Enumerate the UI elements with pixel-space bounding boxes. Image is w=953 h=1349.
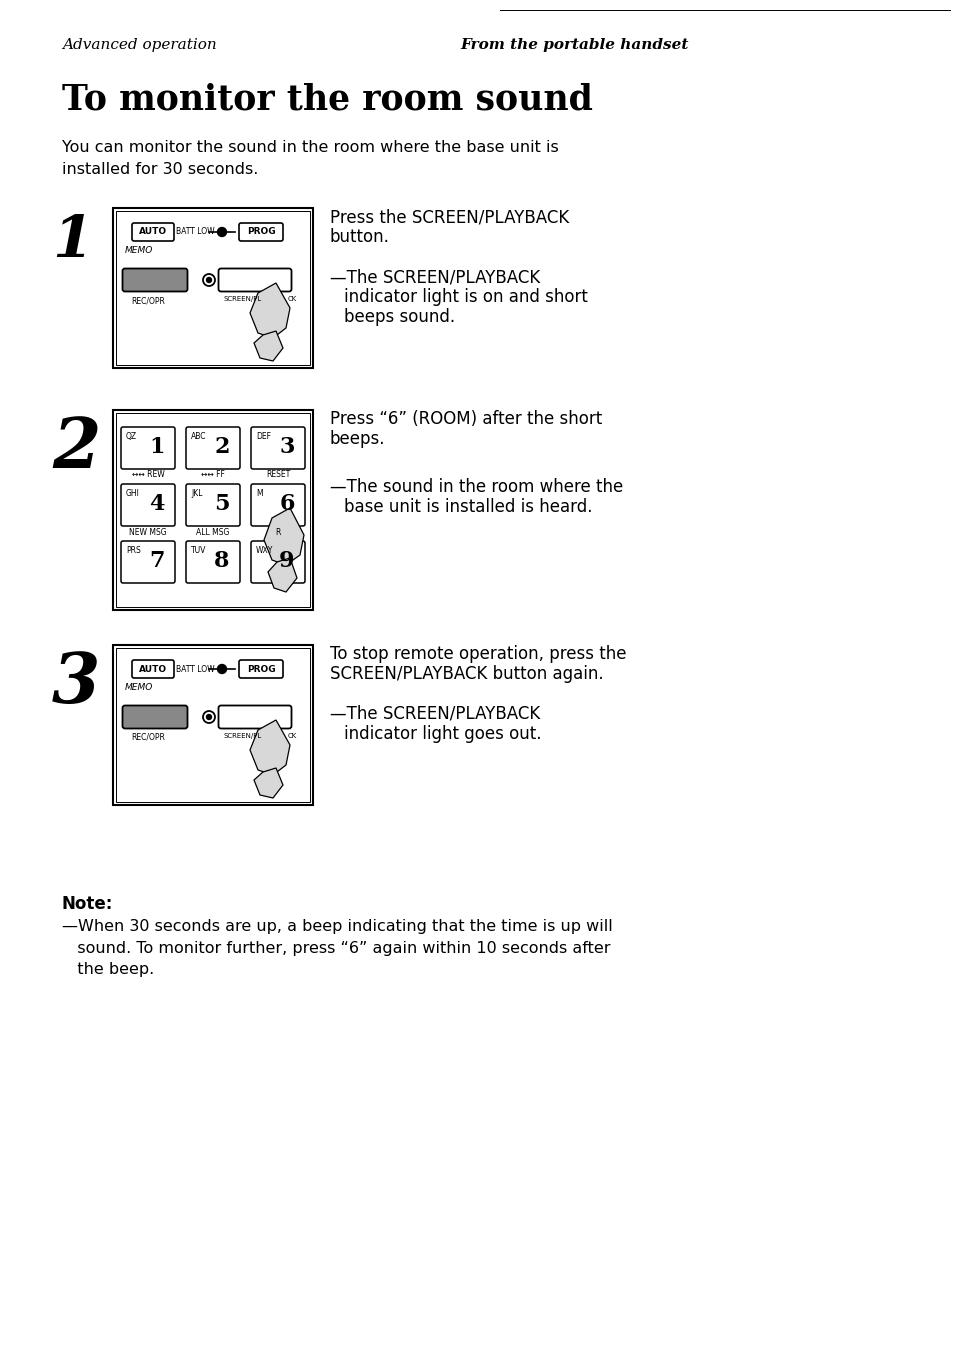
- Text: MEMO: MEMO: [125, 246, 153, 255]
- Circle shape: [217, 228, 226, 236]
- Circle shape: [217, 665, 226, 673]
- Text: SCREEN/PL: SCREEN/PL: [224, 733, 262, 739]
- Text: 4: 4: [150, 492, 165, 515]
- Text: ALL MSG: ALL MSG: [196, 527, 230, 537]
- Text: base unit is installed is heard.: base unit is installed is heard.: [344, 498, 592, 517]
- FancyBboxPatch shape: [116, 648, 310, 803]
- Text: beeps.: beeps.: [330, 430, 385, 448]
- Text: ↔↔ FF: ↔↔ FF: [201, 469, 225, 479]
- Text: To stop remote operation, press the: To stop remote operation, press the: [330, 645, 626, 662]
- Text: REC/OPR: REC/OPR: [131, 295, 165, 305]
- Text: PRS: PRS: [126, 546, 141, 554]
- Text: MEMO: MEMO: [125, 683, 153, 692]
- Text: —The SCREEN/PLAYBACK: —The SCREEN/PLAYBACK: [330, 268, 539, 286]
- FancyBboxPatch shape: [132, 660, 173, 679]
- Text: 5: 5: [214, 492, 230, 515]
- Text: AUTO: AUTO: [139, 665, 167, 673]
- Text: ↔↔ REW: ↔↔ REW: [132, 469, 164, 479]
- Text: Press the SCREEN/PLAYBACK: Press the SCREEN/PLAYBACK: [330, 208, 569, 227]
- FancyBboxPatch shape: [121, 541, 174, 583]
- FancyBboxPatch shape: [112, 208, 313, 368]
- Text: —The SCREEN/PLAYBACK: —The SCREEN/PLAYBACK: [330, 706, 539, 723]
- FancyBboxPatch shape: [251, 428, 305, 469]
- FancyBboxPatch shape: [186, 428, 240, 469]
- Text: DEF: DEF: [255, 432, 271, 441]
- Text: SCREEN/PL: SCREEN/PL: [224, 295, 262, 302]
- Circle shape: [206, 715, 212, 719]
- Text: 6: 6: [279, 492, 294, 515]
- FancyBboxPatch shape: [121, 428, 174, 469]
- Text: CK: CK: [288, 295, 297, 302]
- Text: R: R: [275, 527, 280, 537]
- Circle shape: [206, 278, 212, 282]
- Text: button.: button.: [330, 228, 390, 246]
- Text: 2: 2: [52, 415, 100, 483]
- Text: Advanced operation: Advanced operation: [62, 38, 216, 53]
- Text: Note:: Note:: [62, 894, 113, 913]
- Text: RESET: RESET: [266, 469, 290, 479]
- Text: GHI: GHI: [126, 488, 140, 498]
- Text: 3: 3: [279, 436, 294, 459]
- FancyBboxPatch shape: [112, 410, 313, 610]
- Text: indicator light goes out.: indicator light goes out.: [344, 724, 541, 743]
- Text: TUV: TUV: [191, 546, 206, 554]
- Polygon shape: [268, 558, 296, 592]
- Text: SCREEN/PLAYBACK button again.: SCREEN/PLAYBACK button again.: [330, 665, 603, 683]
- Text: —The sound in the room where the: —The sound in the room where the: [330, 478, 622, 496]
- Polygon shape: [250, 720, 290, 774]
- FancyBboxPatch shape: [251, 541, 305, 583]
- FancyBboxPatch shape: [218, 706, 292, 728]
- FancyBboxPatch shape: [121, 484, 174, 526]
- Text: 2: 2: [214, 436, 230, 459]
- Text: BATT LOW: BATT LOW: [175, 665, 214, 673]
- Text: beeps sound.: beeps sound.: [344, 308, 455, 326]
- Polygon shape: [264, 509, 304, 565]
- Text: —When 30 seconds are up, a beep indicating that the time is up will
   sound. To: —When 30 seconds are up, a beep indicati…: [62, 919, 612, 977]
- Text: PROG: PROG: [247, 228, 275, 236]
- Text: NEW MSG: NEW MSG: [129, 527, 167, 537]
- Text: 1: 1: [149, 436, 165, 459]
- FancyBboxPatch shape: [186, 484, 240, 526]
- Text: ABC: ABC: [191, 432, 206, 441]
- FancyBboxPatch shape: [132, 223, 173, 241]
- Text: REC/OPR: REC/OPR: [131, 733, 165, 742]
- FancyBboxPatch shape: [186, 541, 240, 583]
- FancyBboxPatch shape: [251, 484, 305, 526]
- FancyBboxPatch shape: [122, 268, 188, 291]
- Text: From the portable handset: From the portable handset: [459, 38, 688, 53]
- Text: BATT LOW: BATT LOW: [175, 228, 214, 236]
- Text: QZ: QZ: [126, 432, 137, 441]
- Polygon shape: [253, 768, 283, 799]
- Text: 1: 1: [52, 213, 92, 270]
- Text: You can monitor the sound in the room where the base unit is
installed for 30 se: You can monitor the sound in the room wh…: [62, 140, 558, 177]
- FancyBboxPatch shape: [122, 706, 188, 728]
- Text: WXY: WXY: [255, 546, 274, 554]
- Text: Press “6” (ROOM) after the short: Press “6” (ROOM) after the short: [330, 410, 601, 428]
- Polygon shape: [253, 331, 283, 362]
- FancyBboxPatch shape: [116, 210, 310, 366]
- Text: CK: CK: [288, 733, 297, 739]
- Text: M: M: [255, 488, 262, 498]
- Text: 8: 8: [214, 550, 230, 572]
- Text: JKL: JKL: [191, 488, 202, 498]
- Text: 3: 3: [52, 650, 100, 718]
- Polygon shape: [250, 283, 290, 339]
- Text: AUTO: AUTO: [139, 228, 167, 236]
- Text: indicator light is on and short: indicator light is on and short: [344, 287, 587, 306]
- Text: 7: 7: [149, 550, 165, 572]
- Text: 9: 9: [279, 550, 294, 572]
- Text: PROG: PROG: [247, 665, 275, 673]
- FancyBboxPatch shape: [112, 645, 313, 805]
- FancyBboxPatch shape: [116, 413, 310, 607]
- FancyBboxPatch shape: [239, 223, 283, 241]
- FancyBboxPatch shape: [239, 660, 283, 679]
- FancyBboxPatch shape: [218, 268, 292, 291]
- Text: To monitor the room sound: To monitor the room sound: [62, 82, 593, 116]
